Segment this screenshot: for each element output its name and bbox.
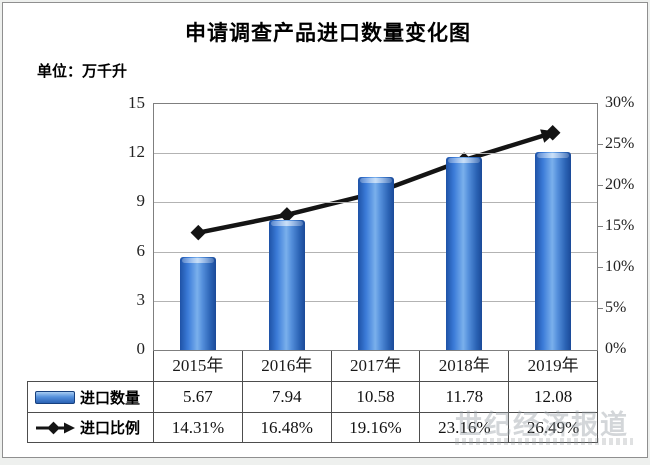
left-axis-tick-label: 6 bbox=[136, 240, 146, 260]
left-axis-tick-label: 15 bbox=[128, 93, 145, 112]
diamond-marker-2015年 bbox=[190, 224, 207, 241]
right-axis-tick-mark bbox=[598, 144, 603, 145]
right-axis-tick-label: 15% bbox=[605, 217, 635, 234]
right-axis-tick-mark bbox=[598, 226, 603, 227]
category-label: 2019年 bbox=[527, 356, 579, 375]
table-value-cell: 16.48% bbox=[243, 413, 332, 442]
right-axis-tick-label: 20% bbox=[605, 176, 635, 193]
left-axis-tick-label: 0 bbox=[136, 339, 146, 358]
table-value-cell: 5.67 bbox=[154, 382, 243, 412]
table-value-cell: 26.49% bbox=[526, 418, 580, 437]
left-axis-tick-label: 12 bbox=[128, 142, 145, 162]
watermark-subtext bbox=[455, 438, 633, 445]
bar-2016年 bbox=[268, 219, 305, 350]
table-row-import-ratio: 进口比例 14.31% 16.48% 19.16% 23.16% 26.49% bbox=[27, 412, 598, 443]
bar-2019年 bbox=[534, 151, 571, 350]
left-axis-tick-label: 9 bbox=[136, 191, 146, 211]
chart-title: 申请调查产品进口数量变化图 bbox=[185, 22, 471, 45]
table-value-cell: 7.94 bbox=[243, 382, 332, 412]
category-label: 2017年 bbox=[332, 351, 421, 381]
line-legend-arrow-icon bbox=[36, 421, 75, 434]
table-value-cell: 23.16% bbox=[420, 413, 510, 442]
chart-image-frame: 申请调查产品进口数量变化图 单位：万千升 15 12 9 6 3 0 30% 25% 20% 1… bbox=[2, 2, 648, 458]
table-value-cell: 10.58 bbox=[332, 382, 421, 412]
bar-2018年 bbox=[446, 156, 483, 350]
right-axis-tick-mark bbox=[598, 185, 603, 186]
category-label: 2018年 bbox=[420, 351, 510, 381]
table-value-cell: 11.78 bbox=[420, 382, 510, 412]
bar-legend-swatch-icon bbox=[35, 390, 75, 404]
plot-area bbox=[153, 103, 598, 351]
right-axis-tick-mark bbox=[598, 267, 603, 268]
left-axis-tick-label: 3 bbox=[136, 289, 146, 309]
category-label: 2016年 bbox=[243, 351, 332, 381]
bar-2017年 bbox=[357, 176, 394, 350]
unit-label: 单位：万千升 bbox=[37, 63, 128, 80]
right-axis-tick-label: 0% bbox=[605, 340, 627, 357]
table-row-import-quantity: 进口数量 5.67 7.94 10.58 11.78 12.08 bbox=[27, 381, 598, 412]
right-axis-tick-label: 25% bbox=[605, 135, 635, 152]
table-value-cell: 19.16% bbox=[332, 413, 421, 442]
series-name-label: 进口数量 bbox=[80, 389, 141, 407]
right-axis-tick-label: 10% bbox=[605, 258, 635, 275]
right-axis-tick-label: 30% bbox=[605, 94, 635, 111]
legend-cell-import-ratio: 进口比例 bbox=[28, 413, 154, 442]
legend-cell-import-quantity: 进口数量 bbox=[28, 382, 154, 412]
bar-2015年 bbox=[180, 257, 217, 350]
right-axis-tick-label: 5% bbox=[605, 299, 627, 316]
category-axis-row: 2015年 2016年 2017年 2018年 2019年 bbox=[153, 351, 598, 381]
table-value-cell: 14.31% bbox=[154, 413, 243, 442]
series-name-label: 进口比例 bbox=[80, 420, 141, 437]
right-axis-tick-mark bbox=[598, 308, 603, 309]
gridline bbox=[154, 153, 597, 155]
category-label: 2015年 bbox=[154, 351, 243, 381]
watermark-text: 世纪经济报道 bbox=[455, 410, 629, 440]
table-value-cell: 12.08 bbox=[533, 387, 573, 406]
